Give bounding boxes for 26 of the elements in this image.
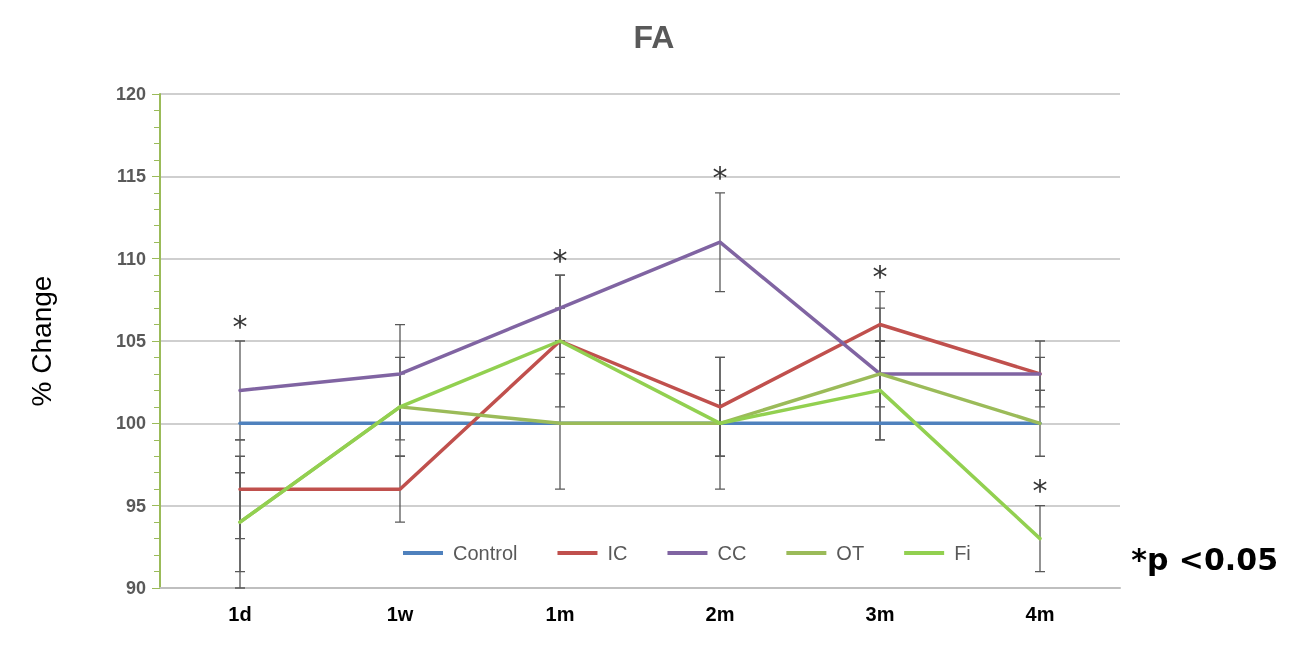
x-tick-label: 2m <box>705 603 735 625</box>
y-tick-label: 100 <box>115 413 146 434</box>
chart-title: FA <box>633 19 675 55</box>
legend-label: CC <box>717 542 747 564</box>
y-tick-label: 90 <box>125 578 146 598</box>
y-tick-label: 115 <box>116 166 146 187</box>
legend-label: OT <box>836 542 865 564</box>
x-tick-label: 1m <box>545 603 575 625</box>
y-tick-label: 105 <box>115 331 146 351</box>
annotation: * <box>232 308 248 344</box>
x-tick-label: 1w <box>386 603 414 625</box>
legend-label: IC <box>607 542 628 564</box>
y-tick-label: 110 <box>116 248 146 269</box>
annotation: * <box>552 242 568 278</box>
annotation: * <box>712 160 728 196</box>
x-tick-label: 3m <box>865 603 895 625</box>
x-tick-label: 1d <box>228 603 252 625</box>
y-axis-title: % Change <box>25 275 57 407</box>
annotation: * <box>872 259 888 295</box>
x-tick-label: 4m <box>1025 603 1055 625</box>
y-tick-label: 95 <box>125 495 146 516</box>
text: *p <0.05 <box>1131 541 1278 577</box>
annotation: * <box>1032 473 1048 509</box>
legend-label: Fi <box>954 542 971 564</box>
y-tick-label: 120 <box>115 84 146 104</box>
legend-label: Control <box>453 542 518 564</box>
